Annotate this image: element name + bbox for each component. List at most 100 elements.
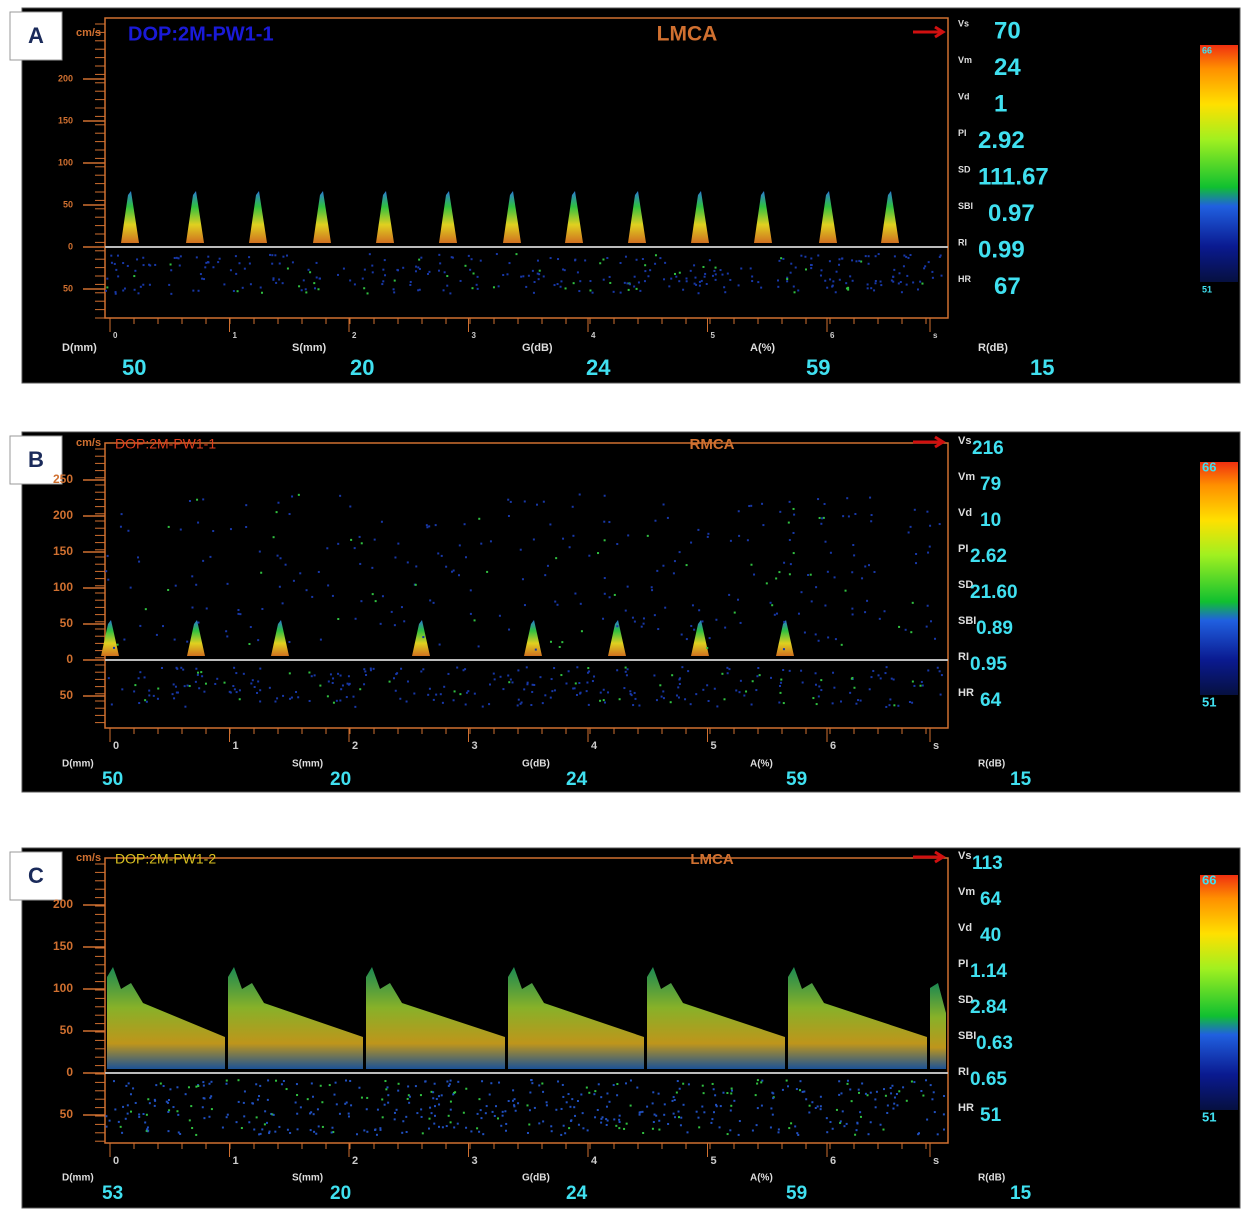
noise-dot [532, 538, 535, 541]
noise-dot [413, 692, 416, 695]
noise-dot [603, 592, 606, 595]
noise-dot [179, 528, 182, 531]
noise-dot [371, 264, 374, 267]
noise-dot [633, 275, 636, 278]
noise-dot [203, 278, 206, 281]
noise-dot [647, 275, 650, 278]
noise-dot [600, 1117, 603, 1120]
noise-dot [271, 254, 274, 257]
noise-dot [542, 1090, 545, 1093]
noise-dot [818, 516, 821, 519]
noise-dot [892, 678, 895, 681]
noise-dot [760, 286, 763, 289]
noise-dot [708, 637, 711, 640]
noise-dot [188, 1119, 191, 1122]
noise-dot [662, 564, 665, 567]
noise-dot [250, 682, 253, 685]
noise-dot [780, 257, 783, 260]
noise-dot [714, 278, 717, 281]
noise-dot [798, 1089, 801, 1092]
noise-dot [624, 670, 627, 673]
noise-dot [942, 1113, 945, 1116]
noise-dot [276, 697, 279, 700]
noise-dot [646, 1105, 649, 1108]
noise-dot [360, 1096, 363, 1099]
noise-dot [528, 1109, 531, 1112]
noise-dot [708, 259, 711, 262]
noise-dot [346, 682, 349, 685]
noise-dot [519, 702, 522, 705]
noise-dot [715, 1103, 718, 1106]
noise-dot [272, 536, 275, 539]
noise-dot [146, 1128, 149, 1131]
panel-label-box [9, 851, 63, 901]
noise-dot [694, 276, 697, 279]
panel-label-box [9, 11, 63, 61]
noise-dot [161, 666, 164, 669]
noise-dot [616, 625, 619, 628]
noise-dot [639, 1111, 642, 1114]
noise-dot [886, 1104, 889, 1107]
noise-dot [712, 1088, 715, 1091]
noise-dot [810, 267, 813, 270]
noise-dot [347, 1115, 350, 1118]
noise-dot [909, 525, 912, 528]
noise-dot [296, 1094, 299, 1097]
noise-dot [631, 616, 634, 619]
noise-dot [129, 586, 132, 589]
noise-dot [173, 638, 176, 641]
noise-dot [501, 1110, 504, 1113]
noise-dot [929, 1084, 932, 1087]
noise-dot [478, 1098, 481, 1101]
noise-dot [476, 1127, 479, 1130]
noise-dot [840, 643, 843, 646]
noise-dot [866, 1094, 869, 1097]
noise-dot [525, 285, 528, 288]
noise-dot [384, 274, 387, 277]
noise-dot [285, 1088, 288, 1091]
noise-dot [441, 701, 444, 704]
noise-dot [911, 601, 914, 604]
noise-dot [817, 254, 820, 257]
noise-dot [381, 595, 384, 598]
y-tick-label: 50 [60, 688, 74, 702]
noise-dot [789, 271, 792, 274]
noise-dot [457, 1080, 460, 1083]
param-name: HR [958, 1102, 974, 1114]
direction-arrow [913, 25, 946, 39]
noise-dot [660, 695, 663, 698]
noise-dot [695, 1110, 698, 1113]
noise-dot [106, 286, 109, 289]
noise-dot [374, 1128, 377, 1131]
noise-dot [143, 676, 146, 679]
noise-dot [216, 677, 219, 680]
noise-dot [757, 281, 760, 284]
noise-dot [306, 1098, 309, 1101]
noise-dot [902, 1086, 905, 1089]
noise-dot [315, 1132, 318, 1135]
noise-dot [521, 578, 524, 581]
noise-dot [874, 255, 877, 258]
noise-dot [743, 694, 746, 697]
noise-dot [458, 544, 461, 547]
noise-dot [698, 284, 701, 287]
waveform-spike [186, 191, 204, 243]
param-value: 1.14 [970, 961, 1007, 982]
noise-dot [315, 276, 318, 279]
noise-dot [110, 254, 113, 257]
noise-dot [816, 1105, 819, 1108]
noise-dot [558, 646, 561, 649]
panel-label-box [9, 435, 63, 485]
noise-dot [531, 1082, 534, 1085]
noise-dot [618, 698, 621, 701]
noise-dot [184, 705, 187, 708]
noise-dot [795, 1088, 798, 1091]
noise-dot [199, 273, 202, 276]
noise-dot [833, 576, 836, 579]
noise-dot [706, 535, 709, 538]
noise-dot [855, 260, 858, 263]
noise-dot [279, 557, 282, 560]
noise-dot [440, 554, 443, 557]
noise-dot [601, 1116, 604, 1119]
noise-dot [133, 690, 136, 693]
